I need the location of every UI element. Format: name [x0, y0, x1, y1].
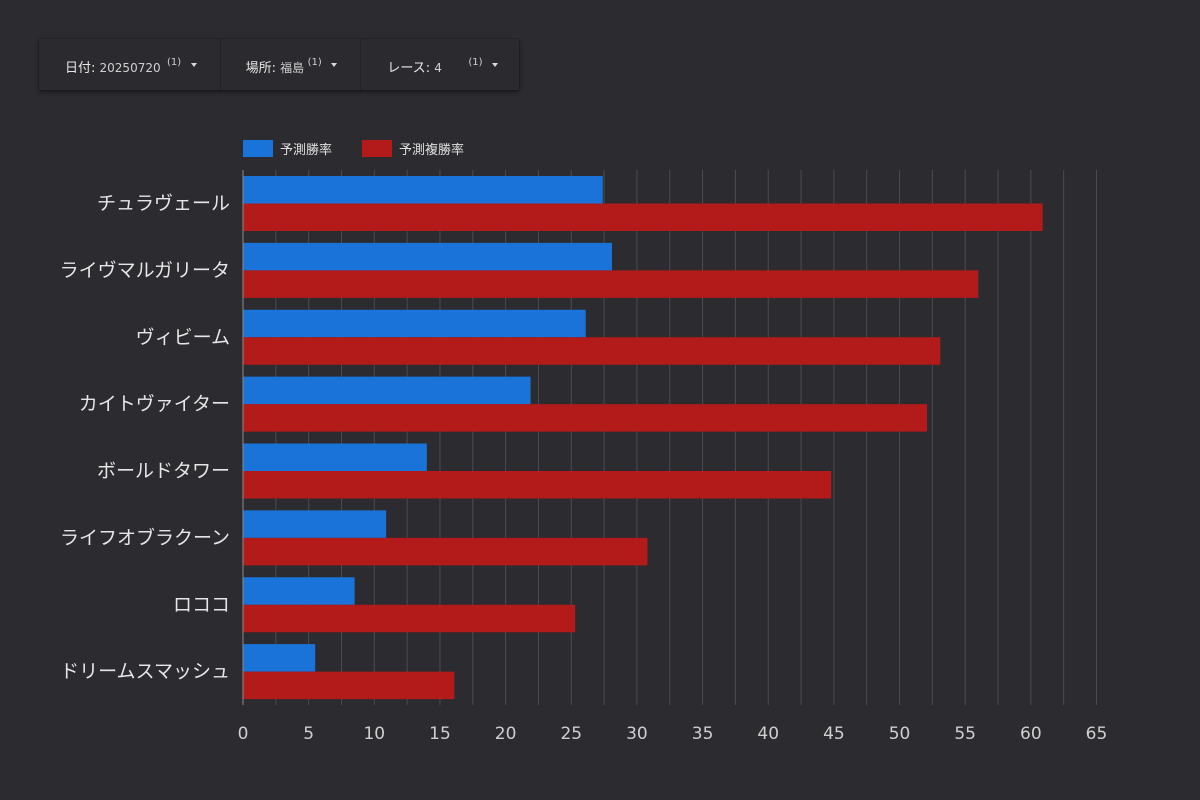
date-filter[interactable]: 日付: 20250720 (1) [39, 39, 221, 90]
bar-place [243, 537, 648, 566]
category-label: ヴィビーム [136, 326, 230, 348]
x-tick-label: 30 [626, 724, 648, 744]
venue-filter-text: 場所: 福島 [245, 61, 305, 76]
legend-label: 予測複勝率 [399, 142, 464, 158]
date-filter-count: (1) [167, 57, 182, 68]
bar-place [243, 337, 941, 365]
bar-place [243, 203, 1043, 231]
category-label: ロココ [173, 594, 230, 616]
venue-filter[interactable]: 場所: 福島 (1) [221, 39, 362, 90]
date-filter-text: 日付: 20250720 [65, 61, 161, 76]
legend-swatch [362, 140, 392, 157]
bar-win [243, 176, 603, 204]
bar-place [243, 671, 455, 700]
bar-place [243, 270, 979, 298]
bar-win [243, 376, 531, 405]
race-filter-text: レース: 4 [387, 61, 442, 76]
filter-bar: 日付: 20250720 (1) 場所: 福島 (1) レース: 4 (1) [39, 39, 519, 90]
race-filter[interactable]: レース: 4 (1) [361, 39, 519, 90]
venue-filter-count: (1) [307, 57, 322, 68]
bar-win [243, 443, 427, 471]
category-label: ボールドタワー [97, 460, 230, 482]
x-tick-label: 15 [429, 724, 451, 744]
category-label: ライフオブラクーン [60, 526, 230, 549]
category-label: チュラヴェール [97, 193, 230, 215]
x-tick-label: 10 [363, 724, 385, 744]
x-tick-label: 40 [757, 724, 779, 744]
category-label: ライヴマルガリータ [60, 259, 230, 281]
x-tick-label: 45 [823, 724, 845, 744]
bar-place [243, 404, 928, 432]
x-tick-label: 5 [303, 724, 314, 744]
bar-win [243, 577, 355, 605]
bar-win [243, 510, 387, 538]
bar-place [243, 471, 832, 499]
x-tick-label: 35 [692, 724, 714, 744]
bar-win [243, 242, 612, 271]
x-tick-label: 0 [238, 724, 249, 744]
x-tick-label: 20 [495, 724, 517, 744]
x-tick-label: 65 [1086, 724, 1108, 744]
x-tick-label: 50 [889, 724, 911, 744]
legend-swatch [243, 140, 273, 157]
race-filter-count: (1) [468, 57, 483, 68]
bar-place [243, 604, 576, 633]
category-label: ドリームスマッシュ [60, 661, 230, 683]
chevron-down-icon [191, 63, 197, 67]
x-tick-label: 60 [1020, 724, 1042, 744]
chevron-down-icon [492, 63, 499, 67]
bar-win [243, 644, 316, 672]
legend-label: 予測勝率 [280, 142, 332, 158]
chevron-down-icon [330, 63, 337, 67]
x-tick-label: 25 [560, 724, 582, 744]
category-label: カイトヴァイター [79, 393, 230, 415]
x-tick-label: 55 [954, 724, 976, 744]
bar-win [243, 309, 586, 338]
